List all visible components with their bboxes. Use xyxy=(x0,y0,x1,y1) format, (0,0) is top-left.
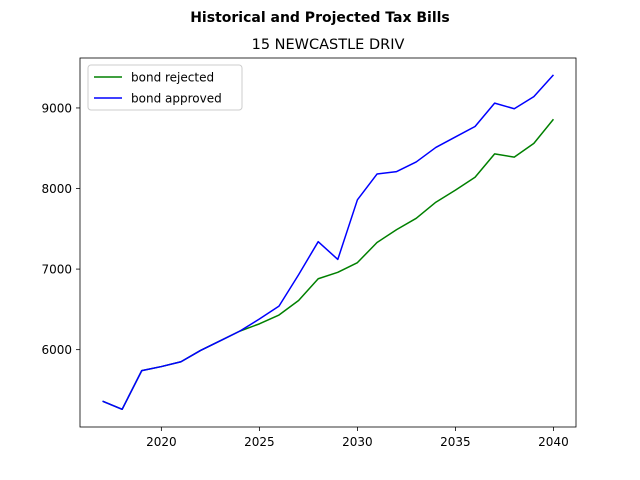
legend-label-0: bond rejected xyxy=(131,71,214,85)
y-tick-label-2: 8000 xyxy=(41,182,72,196)
y-tick-label-1: 7000 xyxy=(41,263,72,277)
x-tick-label-2: 2030 xyxy=(342,435,373,449)
series-line-0 xyxy=(102,118,555,411)
series-line-1 xyxy=(102,74,555,411)
plot-area: 2020 2025 2030 2035 2040 6000 7000 8000 9000 xyxy=(41,57,577,449)
legend-box xyxy=(87,64,243,111)
x-tick-label-3: 2035 xyxy=(440,435,471,449)
axes-frame xyxy=(79,57,577,428)
x-tick-label-1: 2025 xyxy=(244,435,275,449)
y-tick-label-0: 6000 xyxy=(41,343,72,357)
x-tick-label-0: 2020 xyxy=(146,435,177,449)
chart-title: 15 NEWCASTLE DRIV xyxy=(252,37,405,53)
legend-label-1: bond approved xyxy=(131,92,222,106)
chart-suptitle: Historical and Projected Tax Bills xyxy=(190,10,450,26)
legend: bond rejected bond approved xyxy=(87,64,243,111)
x-tick-label-4: 2040 xyxy=(538,435,569,449)
y-tick-label-3: 9000 xyxy=(41,101,72,115)
